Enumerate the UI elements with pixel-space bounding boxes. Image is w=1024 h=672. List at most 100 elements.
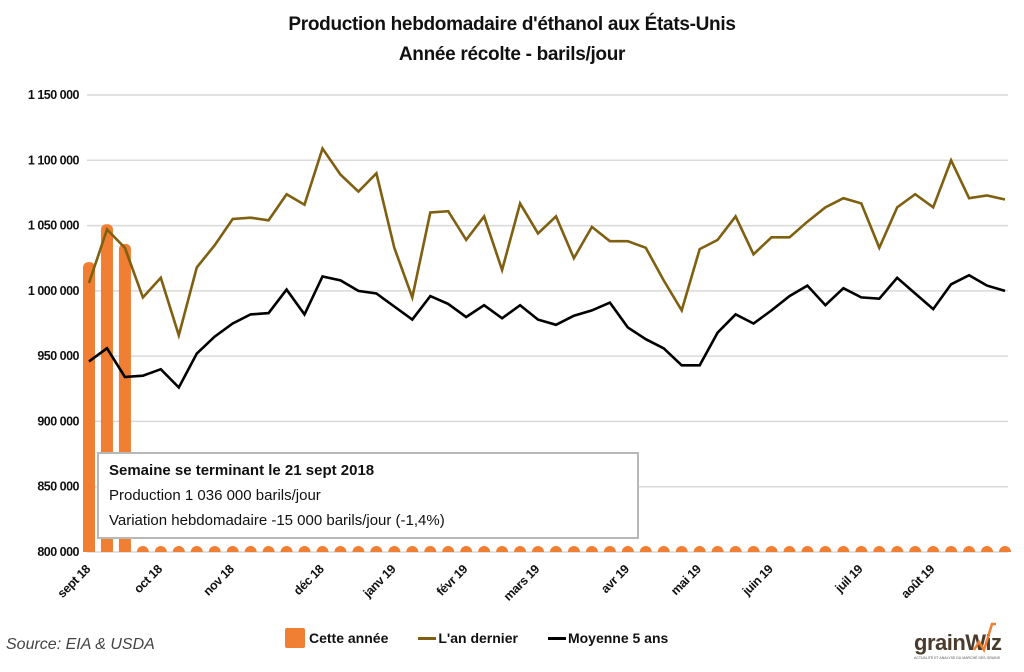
empty-week-marker — [442, 546, 455, 552]
empty-week-marker — [136, 546, 149, 552]
legend: Cette année L'an dernier Moyenne 5 ans — [285, 628, 698, 648]
legend-item-last-year: L'an dernier — [418, 630, 518, 646]
empty-week-marker — [244, 546, 257, 552]
bar-base — [83, 544, 95, 552]
empty-week-marker — [226, 546, 239, 552]
legend-label-last-year: L'an dernier — [438, 630, 518, 646]
chart-title: Production hebdomadaire d'éthanol aux Ét… — [288, 14, 736, 35]
y-tick-label: 850 000 — [37, 480, 79, 494]
annotation-variation: Variation hebdomadaire -15 000 barils/jo… — [109, 512, 445, 529]
y-tick-label: 900 000 — [37, 414, 79, 428]
grainwiz-logo: grainWiz ACTUALITÉ ET ANALYSE DU MARCHÉ … — [912, 622, 1022, 666]
legend-swatch-avg5 — [547, 636, 566, 640]
x-tick-label: déc 18 — [291, 562, 327, 598]
legend-label-avg5: Moyenne 5 ans — [567, 630, 669, 646]
x-tick-label: sept 18 — [55, 562, 94, 601]
x-tick-label: juil 19 — [832, 562, 866, 596]
x-axis-ticks: sept 18 oct 18 nov 18 déc 18 janv 19 févr 19 m… — [55, 562, 938, 604]
empty-week-marker — [783, 546, 796, 552]
empty-week-marker — [280, 546, 293, 552]
empty-week-marker — [549, 546, 562, 552]
empty-week-marker — [406, 546, 419, 552]
empty-week-marker — [711, 546, 724, 552]
empty-week-marker — [460, 546, 473, 552]
empty-week-marker — [729, 546, 742, 552]
empty-week-marker — [747, 546, 760, 552]
empty-week-marker — [621, 546, 634, 552]
empty-week-marker — [585, 546, 598, 552]
x-tick-label: janv 19 — [360, 562, 399, 601]
empty-week-marker — [298, 546, 311, 552]
x-tick-label: févr 19 — [434, 562, 471, 599]
y-tick-label: 1 000 000 — [28, 284, 80, 298]
x-tick-label: mars 19 — [501, 562, 543, 604]
x-tick-label: mai 19 — [668, 562, 704, 598]
empty-week-marker — [657, 546, 670, 552]
empty-week-marker — [496, 546, 509, 552]
empty-week-marker — [891, 546, 904, 552]
empty-week-marker — [981, 546, 994, 552]
legend-swatch-bar — [285, 628, 305, 648]
annotation-heading: Semaine se terminant le 21 sept 2018 — [109, 462, 375, 479]
line-5yr-average — [88, 273, 1006, 390]
empty-week-marker — [262, 546, 275, 552]
empty-week-marker — [316, 546, 329, 552]
empty-week-marker — [909, 546, 922, 552]
empty-week-marker — [837, 546, 850, 552]
lines — [87, 145, 1006, 390]
empty-week-marker — [693, 546, 706, 552]
legend-item-this-year: Cette année — [285, 628, 388, 648]
empty-week-marker — [370, 546, 383, 552]
y-tick-label: 1 150 000 — [28, 88, 80, 102]
empty-week-marker — [388, 546, 401, 552]
source-note: Source: EIA & USDA — [6, 636, 155, 653]
logo-wordmark: grainWiz — [914, 630, 1002, 655]
empty-week-marker — [945, 546, 958, 552]
empty-week-marker — [765, 546, 778, 552]
empty-week-marker — [172, 546, 185, 552]
empty-week-marker — [801, 546, 814, 552]
empty-week-marker — [478, 546, 491, 552]
bar-this-year — [83, 262, 95, 552]
chart-subtitle: Année récolte - barils/jour — [398, 44, 626, 65]
empty-week-marker — [334, 546, 347, 552]
annotation-production: Production 1 036 000 barils/jour — [109, 487, 321, 504]
empty-week-marker — [208, 546, 221, 552]
y-tick-label: 1 100 000 — [28, 153, 80, 167]
legend-label-this-year: Cette année — [309, 630, 389, 646]
empty-week-marker — [639, 546, 652, 552]
empty-week-marker — [154, 546, 167, 552]
y-axis-ticks: 800 000 850 000 900 000 950 000 1 000 000 1 0… — [28, 88, 80, 559]
x-tick-label: juin 19 — [739, 562, 776, 599]
y-tick-label: 1 050 000 — [28, 219, 80, 233]
legend-item-avg5: Moyenne 5 ans — [547, 630, 669, 646]
empty-week-marker — [603, 546, 616, 552]
annotation-box: Semaine se terminant le 21 sept 2018 Pro… — [97, 452, 639, 539]
bar-base — [100, 544, 113, 552]
empty-week-marker — [873, 546, 886, 552]
empty-week-marker — [927, 546, 940, 552]
x-tick-label: nov 18 — [201, 562, 238, 599]
legend-swatch-last-year — [418, 636, 437, 640]
empty-week-marker — [424, 546, 437, 552]
logo-chart-icon — [972, 622, 996, 653]
empty-week-marker — [532, 546, 545, 552]
empty-week-marker — [675, 546, 688, 552]
empty-week-marker — [567, 546, 580, 552]
x-tick-label: oct 18 — [131, 562, 165, 596]
empty-week-marker — [963, 546, 976, 552]
line-last-year — [87, 145, 1006, 340]
empty-week-marker — [190, 546, 203, 552]
empty-week-marker — [855, 546, 868, 552]
y-tick-label: 950 000 — [37, 349, 79, 363]
y-tick-label: 800 000 — [37, 545, 79, 559]
logo-tagline: ACTUALITÉ ET ANALYSE DU MARCHÉ DES GRAIN… — [914, 656, 1001, 660]
empty-week-marker — [819, 546, 832, 552]
empty-week-marker — [514, 546, 527, 552]
x-tick-label: avr 19 — [598, 562, 632, 596]
empty-week-marker — [999, 546, 1011, 552]
bar-base — [118, 544, 131, 552]
x-tick-label: août 19 — [898, 562, 937, 601]
empty-week-markers — [136, 546, 1011, 552]
